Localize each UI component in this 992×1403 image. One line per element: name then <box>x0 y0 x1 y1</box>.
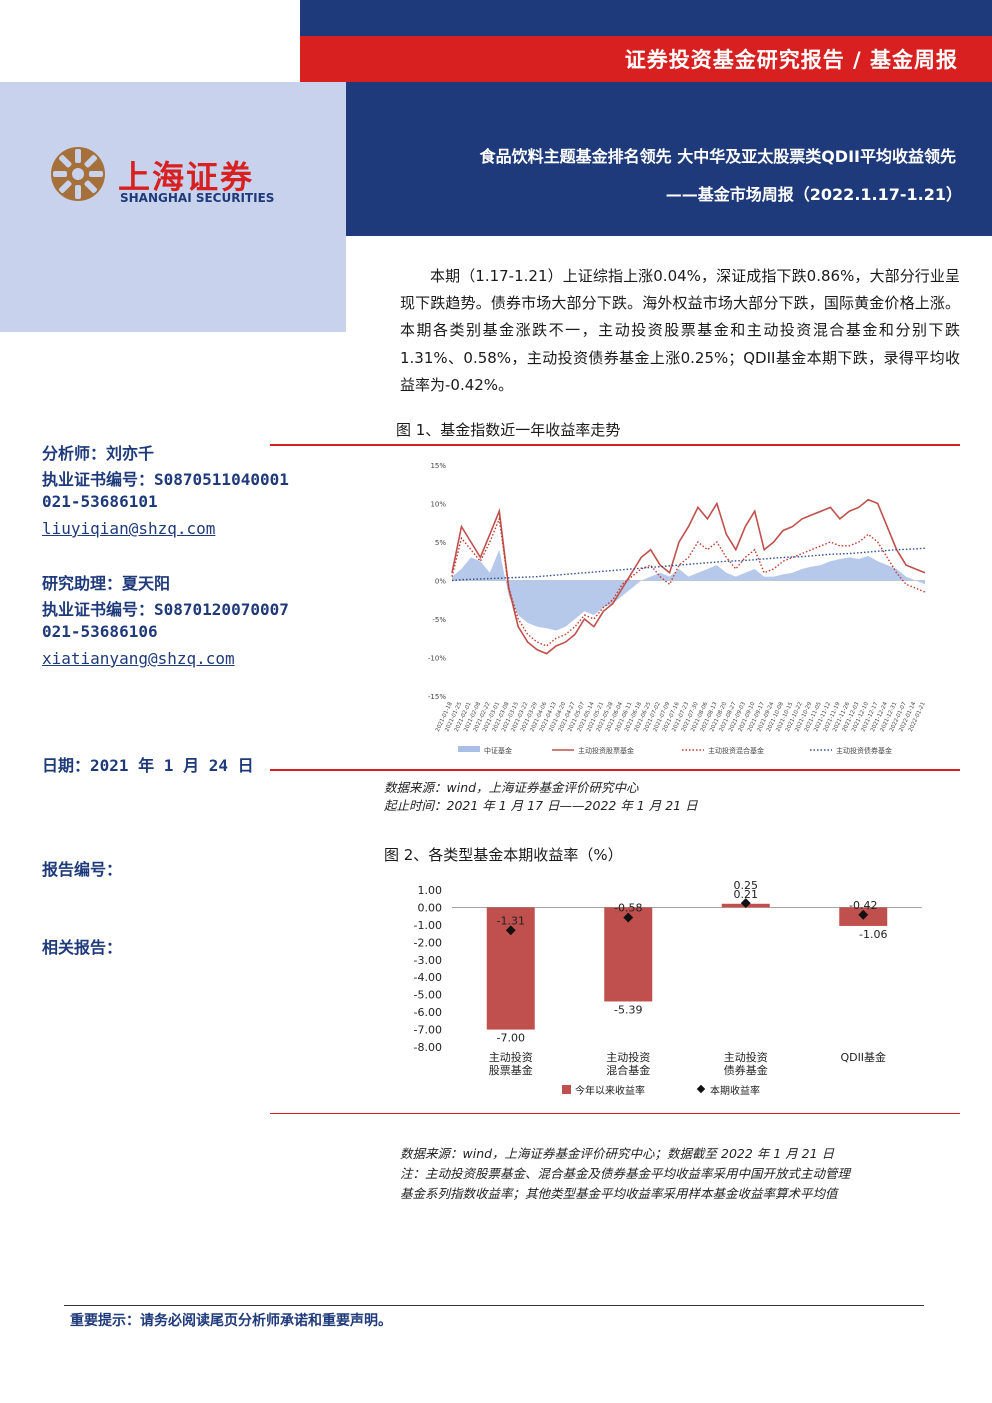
marker-value-label: 0.25 <box>734 879 759 892</box>
figure2-note-line1: 注：主动投资股票基金、混合基金及债券基金平均收益率采用中国开放式主动管理 <box>400 1166 851 1181</box>
legend-label: 本期收益率 <box>710 1084 760 1097</box>
analyst-name: 分析师：刘亦千 <box>42 444 155 463</box>
legend-label: 主动投资股票基金 <box>578 746 634 755</box>
series-line-hybrid-fund <box>451 516 926 647</box>
important-notice: 重要提示：请务必阅读尾页分析师承诺和重要声明。 <box>70 1313 392 1329</box>
marker-value-label: -0.58 <box>614 902 642 915</box>
marker-value-label: -1.31 <box>497 914 525 927</box>
y-tick-label: -4.00 <box>414 971 442 984</box>
analyst-phone: 021-53686101 <box>42 492 158 511</box>
y-tick-label: -1.00 <box>414 919 442 932</box>
marker-week-return <box>623 912 634 923</box>
figure2-source: 数据来源：wind，上海证券基金评价研究中心；数据截至 2022 年 1 月 2… <box>400 1146 835 1161</box>
assistant-cert: 执业证书编号：S0870120070007 <box>42 600 289 619</box>
y-tick-label: 15% <box>430 462 446 470</box>
figure1-source: 数据来源：wind，上海证券基金评价研究中心 <box>384 780 639 795</box>
logo-name-en: SHANGHAI SECURITIES <box>120 191 275 205</box>
figure1-period: 起止时间：2021 年 1 月 17 日——2022 年 1 月 21 日 <box>384 798 698 813</box>
series-line-equity-fund <box>451 498 926 655</box>
marker-week-return <box>740 898 751 909</box>
y-tick-label: 0.00 <box>418 901 443 914</box>
y-tick-label: -2.00 <box>414 936 442 949</box>
shanghai-securities-logo-icon <box>51 147 105 201</box>
y-tick-label: -6.00 <box>414 1006 442 1019</box>
legend-swatch <box>562 1085 571 1094</box>
assistant-email-link[interactable]: xiatianyang@shzq.com <box>42 649 235 668</box>
report-subtitle: ——基金市场周报（2022.1.17-1.21） <box>665 185 962 204</box>
header-red-bar <box>300 36 992 82</box>
series-title: 证券投资基金研究报告 / 基金周报 <box>624 48 958 72</box>
report-title: 食品饮料主题基金排名领先 大中华及亚太股票类QDII平均收益领先 <box>479 147 956 166</box>
legend-label: 主动投资混合基金 <box>708 746 764 755</box>
legend-label: 今年以来收益率 <box>575 1084 645 1097</box>
y-tick-label: 0% <box>435 578 446 586</box>
bar-value-label: -1.06 <box>859 928 887 941</box>
category-label: 债券基金 <box>724 1063 768 1077</box>
y-tick-label: 10% <box>430 501 446 509</box>
divider-line <box>270 444 960 446</box>
bar-value-label: -7.00 <box>497 1032 525 1045</box>
bar-ytd-return <box>604 907 653 1002</box>
figure2-note-line2: 基金系列指数收益率；其他类型基金平均收益率采用样本基金收益率算术平均值 <box>400 1186 838 1201</box>
y-tick-label: -3.00 <box>414 954 442 967</box>
y-tick-label: 5% <box>435 539 446 547</box>
category-label: 主动投资 <box>489 1050 533 1064</box>
y-tick-label: 1.00 <box>418 884 443 897</box>
analyst-cert: 执业证书编号：S0870511040001 <box>42 470 289 489</box>
fund-index-line-chart: 15%10%5%0%-5%-10%-15%2021-01-182021-01-2… <box>428 462 927 755</box>
fund-type-return-bar-chart: 1.00 0.00 -1.00 -2.00 -3.00 -4.00 -5.00 -6.00 -7… <box>414 879 922 1097</box>
analyst-email-link[interactable]: liuyiqian@shzq.com <box>42 519 216 538</box>
series-area-csi-fund <box>452 549 925 631</box>
y-tick-label: -7.00 <box>414 1024 442 1037</box>
category-label: 股票基金 <box>489 1063 533 1077</box>
y-tick-label: -8.00 <box>414 1041 442 1054</box>
figure1-title: 图 1、基金指数近一年收益率走势 <box>396 421 621 439</box>
legend-label: 主动投资债券基金 <box>836 746 892 755</box>
figure2-title: 图 2、各类型基金本期收益率（%） <box>384 846 623 864</box>
legend-swatch <box>458 746 480 752</box>
marker-week-return <box>858 909 869 920</box>
category-label: QDII基金 <box>840 1050 886 1064</box>
summary-paragraph: 本期（1.17-1.21）上证综指上涨0.04%，深证成指下跌0.86%，大部分… <box>400 267 960 394</box>
divider-line <box>270 1113 960 1114</box>
assistant-phone: 021-53686106 <box>42 622 158 641</box>
category-label: 主动投资 <box>606 1050 650 1064</box>
y-tick-label: -5% <box>432 616 446 624</box>
bar-value-label: 0.21 <box>734 888 759 901</box>
y-tick-label: -10% <box>428 655 446 663</box>
related-reports-label: 相关报告： <box>42 938 123 957</box>
bar-value-label: -5.39 <box>614 1003 642 1016</box>
legend-label: 中证基金 <box>484 746 512 755</box>
report-number-label: 报告编号： <box>42 860 123 879</box>
logo-name-cn: 上海证券 <box>118 158 255 196</box>
legend-swatch <box>696 1084 706 1094</box>
category-label: 混合基金 <box>606 1063 650 1077</box>
y-tick-label: -5.00 <box>414 989 442 1002</box>
divider-line <box>270 769 960 771</box>
assistant-name: 研究助理：夏天阳 <box>42 574 171 593</box>
marker-value-label: -0.42 <box>849 899 877 912</box>
footer-rule <box>64 1305 924 1306</box>
logo-panel <box>0 82 346 332</box>
category-label: 主动投资 <box>724 1050 768 1064</box>
report-date: 日期：2021 年 1 月 24 日 <box>42 756 254 775</box>
y-tick-label: -15% <box>428 693 446 701</box>
